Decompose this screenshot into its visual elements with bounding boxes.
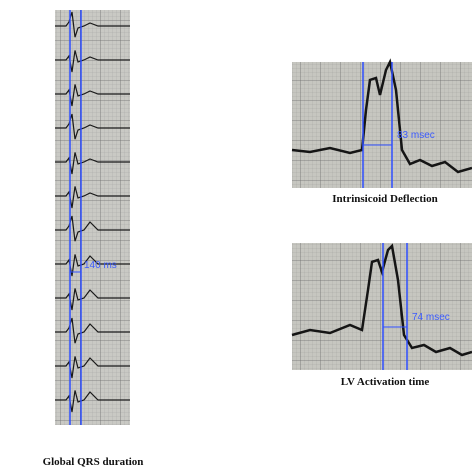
ecg-traces <box>55 11 130 413</box>
ecg-panel-intrinsicoid: 83 msec <box>291 58 472 188</box>
ecg-trace <box>55 288 130 311</box>
ecg-strip-left: 140 ms <box>55 10 130 425</box>
measurement-label: 140 ms <box>84 260 117 271</box>
caption: Intrinsicoid Deflection <box>332 193 437 205</box>
ecg-trace <box>55 356 130 379</box>
ecg-trace <box>55 113 130 140</box>
strip-grid <box>55 10 130 425</box>
measurement-label: 83 msec <box>397 130 435 141</box>
ecg-trace <box>55 152 130 175</box>
ecg-panel-lv-activation: 74 msec <box>291 243 472 370</box>
ecg-trace <box>55 84 130 107</box>
ecg-trace <box>55 254 130 277</box>
ecg-trace <box>55 186 130 209</box>
caption: LV Activation time <box>341 376 430 388</box>
caption: Global QRS duration <box>43 456 144 468</box>
ecg-trace <box>55 50 130 73</box>
measurement-label: 74 msec <box>412 312 450 323</box>
ecg-trace <box>291 243 472 357</box>
panel-grid <box>292 62 472 188</box>
ecg-trace <box>55 390 130 413</box>
ecg-trace <box>55 317 130 344</box>
ecg-trace <box>55 11 130 38</box>
ecg-trace <box>55 215 130 242</box>
ecg-trace <box>291 58 472 174</box>
panel-grid <box>292 243 472 370</box>
